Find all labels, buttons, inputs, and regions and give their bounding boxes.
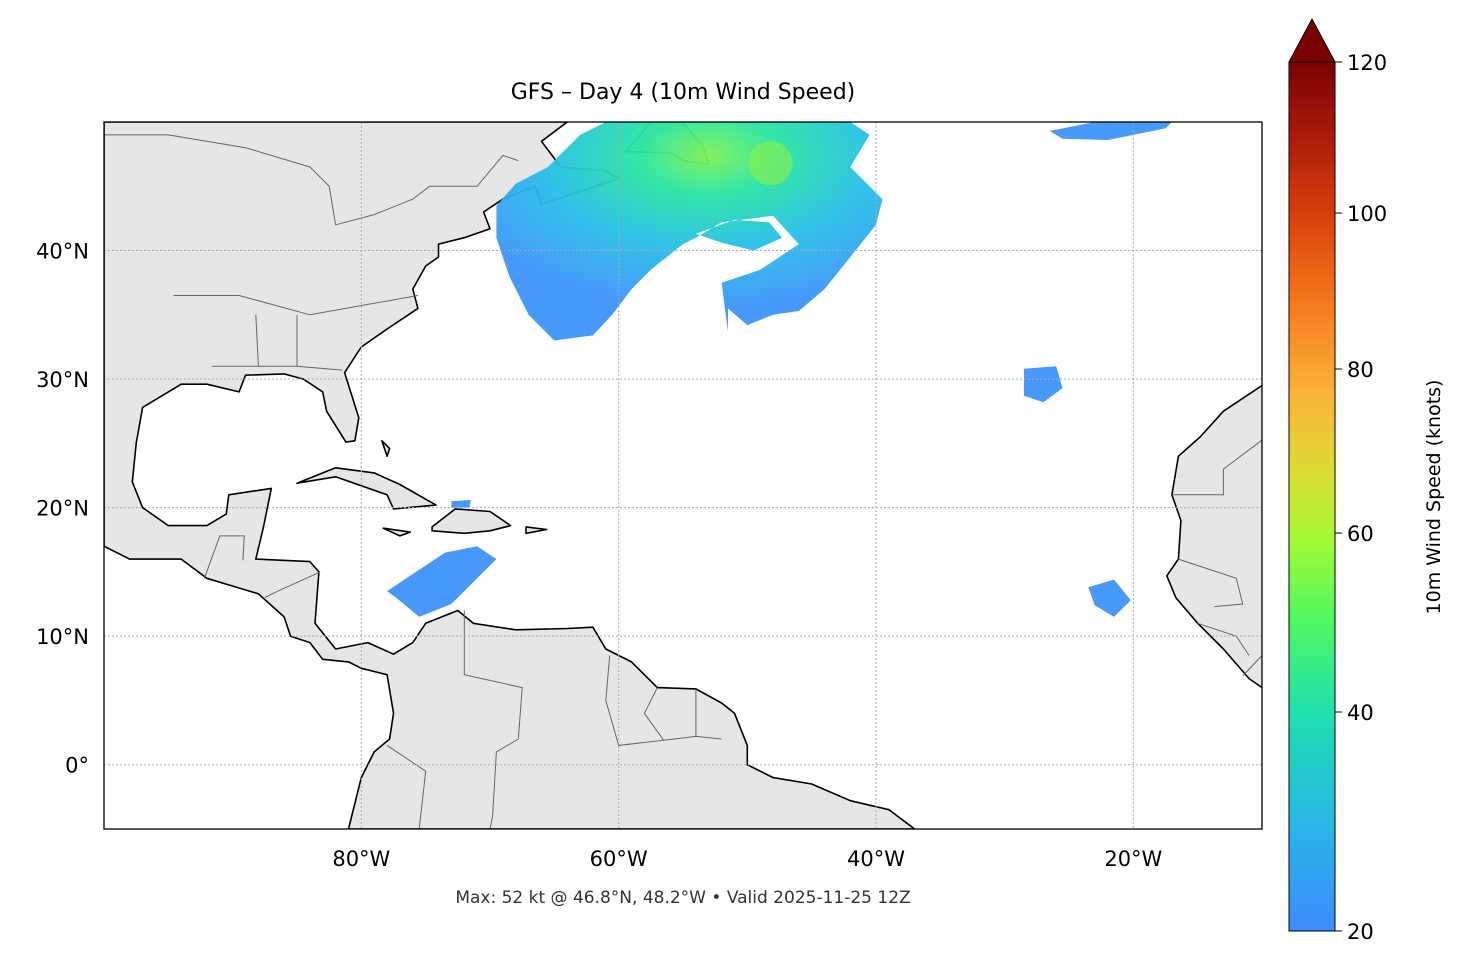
border-line [264, 571, 321, 599]
colorbar-tick-label: 60 [1347, 522, 1374, 546]
wind-bahamas-area [451, 499, 471, 508]
lat-tick-label: 0° [65, 754, 89, 778]
colorbar-tick-label: 40 [1347, 701, 1374, 725]
colorbar-ticks: 20 40 60 80 100 120 [1335, 51, 1387, 944]
lon-tick-label: 60°W [590, 847, 648, 871]
border-line [255, 314, 259, 367]
colorbar-extend-arrow [1288, 17, 1336, 63]
map-area [104, 122, 1262, 829]
border-line [1242, 610, 1262, 677]
lat-tick-label: 40°N [36, 240, 89, 264]
border-line [104, 134, 519, 226]
border-line [463, 610, 523, 829]
land-africa [1166, 384, 1262, 689]
land-hispaniola [431, 508, 512, 535]
lon-tick-label: 80°W [332, 847, 390, 871]
lon-tick-label: 40°W [847, 847, 905, 871]
land-andros [381, 439, 391, 458]
border-line [605, 655, 722, 746]
lon-tick-label: 20°W [1104, 847, 1162, 871]
lat-tick-label: 30°N [36, 368, 89, 392]
land-cuba [296, 466, 437, 510]
lat-tick-label: 20°N [36, 497, 89, 521]
land-jamaica [382, 527, 412, 537]
colorbar-label: 10m Wind Speed (knots) [1423, 380, 1445, 615]
colorbar-tick-label: 20 [1347, 920, 1374, 944]
border-line [173, 295, 418, 316]
lat-tick-label: 10°N [36, 625, 89, 649]
chart-title: GFS – Day 4 (10m Wind Speed) [511, 80, 856, 105]
wind-cape-verde-area [1088, 579, 1131, 617]
wind-caribbean-area [387, 546, 497, 617]
border-line [1171, 417, 1262, 496]
border-line [212, 365, 343, 371]
land-americas [104, 122, 916, 829]
wind-maximum-core [748, 141, 793, 186]
colorbar-tick-label: 100 [1347, 202, 1387, 226]
border-line [386, 744, 427, 829]
colorbar: 20 40 60 80 100 120 10m Wind Speed (knots) [1288, 17, 1445, 944]
border-line [1178, 558, 1244, 608]
border-line [203, 535, 245, 579]
land-puerto-rico [525, 526, 548, 535]
borders-layer [104, 134, 1262, 829]
footer-note: Max: 52 kt @ 46.8°N, 48.2°W • Valid 2025… [455, 888, 910, 908]
colorbar-gradient [1288, 61, 1336, 932]
lat-tick-labels: 40°N 30°N 20°N 10°N 0° [36, 240, 89, 778]
colorbar-tick-label: 120 [1347, 51, 1387, 75]
wind-azores-area [1024, 366, 1063, 403]
wind-northeast-area [1049, 122, 1172, 140]
lon-tick-labels: 80°W 60°W 40°W 20°W [332, 847, 1162, 871]
border-line [643, 687, 665, 741]
colorbar-tick-label: 80 [1347, 358, 1374, 382]
wind-speed-layer [387, 122, 1172, 617]
gridlines [104, 122, 1262, 829]
map-frame [103, 121, 1263, 830]
